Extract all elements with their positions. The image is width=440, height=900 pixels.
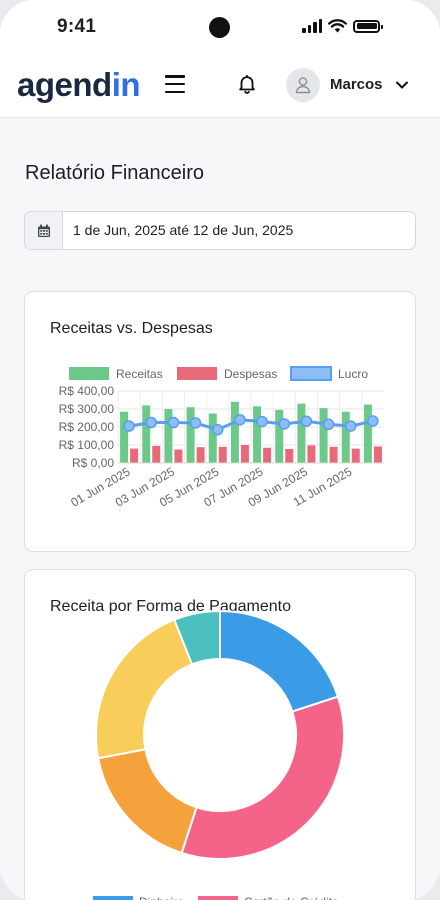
point-lucro[interactable] xyxy=(345,420,357,432)
legend-label: Lucro xyxy=(338,367,368,381)
y-tick-label: R$ 100,00 xyxy=(59,438,115,452)
point-lucro[interactable] xyxy=(278,418,290,430)
legend-item[interactable]: Lucro xyxy=(290,366,368,381)
bar-receitas[interactable] xyxy=(120,411,129,463)
date-range-picker[interactable]: 1 de Jun, 2025 até 12 de Jun, 2025 xyxy=(24,211,416,250)
point-lucro[interactable] xyxy=(123,420,135,432)
donut-slice[interactable] xyxy=(173,609,221,666)
date-range-value: 1 de Jun, 2025 até 12 de Jun, 2025 xyxy=(73,222,294,238)
bar-receitas[interactable] xyxy=(230,401,239,463)
bar-receitas[interactable] xyxy=(142,405,151,463)
signal-icon xyxy=(302,19,322,33)
bar-despesas[interactable] xyxy=(285,448,294,463)
bar-despesas[interactable] xyxy=(130,448,139,463)
chevron-down-icon[interactable] xyxy=(395,78,409,92)
point-lucro[interactable] xyxy=(322,418,335,431)
bar-receitas[interactable] xyxy=(208,413,217,464)
payment-method-chart: Dinheiro Cartão de Crédito xyxy=(93,609,345,900)
bar-receitas[interactable] xyxy=(341,411,350,463)
front-camera xyxy=(209,17,230,38)
point-lucro[interactable] xyxy=(189,417,202,429)
calendar-icon xyxy=(37,224,50,237)
notification-bell-icon[interactable] xyxy=(236,73,258,95)
battery-icon xyxy=(353,19,383,33)
legend-swatch xyxy=(290,366,332,381)
legend-label: Dinheiro xyxy=(139,895,184,900)
chart-title: Receitas vs. Despesas xyxy=(50,320,213,337)
chart-card-payment-method: Receita por Forma de Pagamento DinheiroC… xyxy=(24,569,416,900)
bar-receitas[interactable] xyxy=(363,404,372,464)
point-lucro[interactable] xyxy=(145,416,157,429)
point-lucro[interactable] xyxy=(367,415,379,427)
bar-despesas[interactable] xyxy=(329,446,338,463)
donut-slice[interactable] xyxy=(97,748,198,855)
y-tick-label: R$ 400,00 xyxy=(59,384,115,398)
point-lucro[interactable] xyxy=(167,416,180,429)
legend-swatch xyxy=(69,367,109,380)
legend-swatch xyxy=(93,896,133,900)
bar-despesas[interactable] xyxy=(263,447,272,463)
status-icons xyxy=(302,19,383,33)
bar-despesas[interactable] xyxy=(174,449,183,464)
point-lucro[interactable] xyxy=(234,414,246,426)
legend-swatch xyxy=(198,896,238,900)
donut-slice[interactable] xyxy=(219,609,340,713)
bar-receitas[interactable] xyxy=(186,407,195,463)
legend-item[interactable]: Cartão de Crédito xyxy=(198,895,339,900)
app-logo[interactable]: agendin xyxy=(17,66,141,104)
y-tick-label: R$ 200,00 xyxy=(59,420,115,434)
point-lucro[interactable] xyxy=(256,415,268,428)
bar-receitas[interactable] xyxy=(297,403,306,463)
user-icon xyxy=(295,77,311,94)
donut-slice[interactable] xyxy=(180,695,345,860)
bar-despesas[interactable] xyxy=(373,446,382,463)
bar-despesas[interactable] xyxy=(218,446,227,463)
point-lucro[interactable] xyxy=(300,415,313,427)
user-avatar[interactable] xyxy=(286,68,320,102)
wifi-icon xyxy=(328,19,347,33)
legend-label: Despesas xyxy=(224,367,277,381)
legend-label: Receitas xyxy=(116,367,163,381)
date-icon-box[interactable] xyxy=(25,212,63,249)
hamburger-menu-icon[interactable] xyxy=(165,75,185,93)
page-title: Relatório Financeiro xyxy=(25,162,204,184)
app-header: agendin Marcos xyxy=(0,56,440,118)
y-tick-label: R$ 300,00 xyxy=(59,402,115,416)
bar-despesas[interactable] xyxy=(351,448,360,463)
legend-item[interactable]: Receitas xyxy=(69,367,163,381)
chart-card-revenue-expenses: Receitas vs. Despesas Receitas Despesas Lu… xyxy=(24,291,416,552)
bar-despesas[interactable] xyxy=(152,445,161,463)
bar-receitas[interactable] xyxy=(164,409,173,463)
user-name[interactable]: Marcos xyxy=(330,76,383,93)
legend-swatch xyxy=(177,367,217,380)
bar-receitas[interactable] xyxy=(319,408,328,463)
donut-slice[interactable] xyxy=(95,618,194,760)
status-bar: 9:41 xyxy=(0,0,440,56)
logo-text-blue: in xyxy=(111,66,141,103)
status-time: 9:41 xyxy=(57,16,97,37)
logo-text-dark: agend xyxy=(17,66,112,103)
legend-label: Cartão de Crédito xyxy=(244,895,339,900)
point-lucro[interactable] xyxy=(212,423,224,436)
bar-receitas[interactable] xyxy=(275,409,284,463)
bar-despesas[interactable] xyxy=(307,445,316,463)
y-tick-label: R$ 0,00 xyxy=(72,456,114,470)
revenue-expenses-chart: Receitas Despesas Lucro R$ 0,00 R$ 100,00 R$ … xyxy=(59,366,384,510)
legend-item[interactable]: Dinheiro xyxy=(93,895,184,900)
bar-despesas[interactable] xyxy=(240,445,249,463)
legend-item[interactable]: Despesas xyxy=(177,367,277,381)
bar-despesas[interactable] xyxy=(196,447,205,463)
bar-receitas[interactable] xyxy=(253,406,262,463)
